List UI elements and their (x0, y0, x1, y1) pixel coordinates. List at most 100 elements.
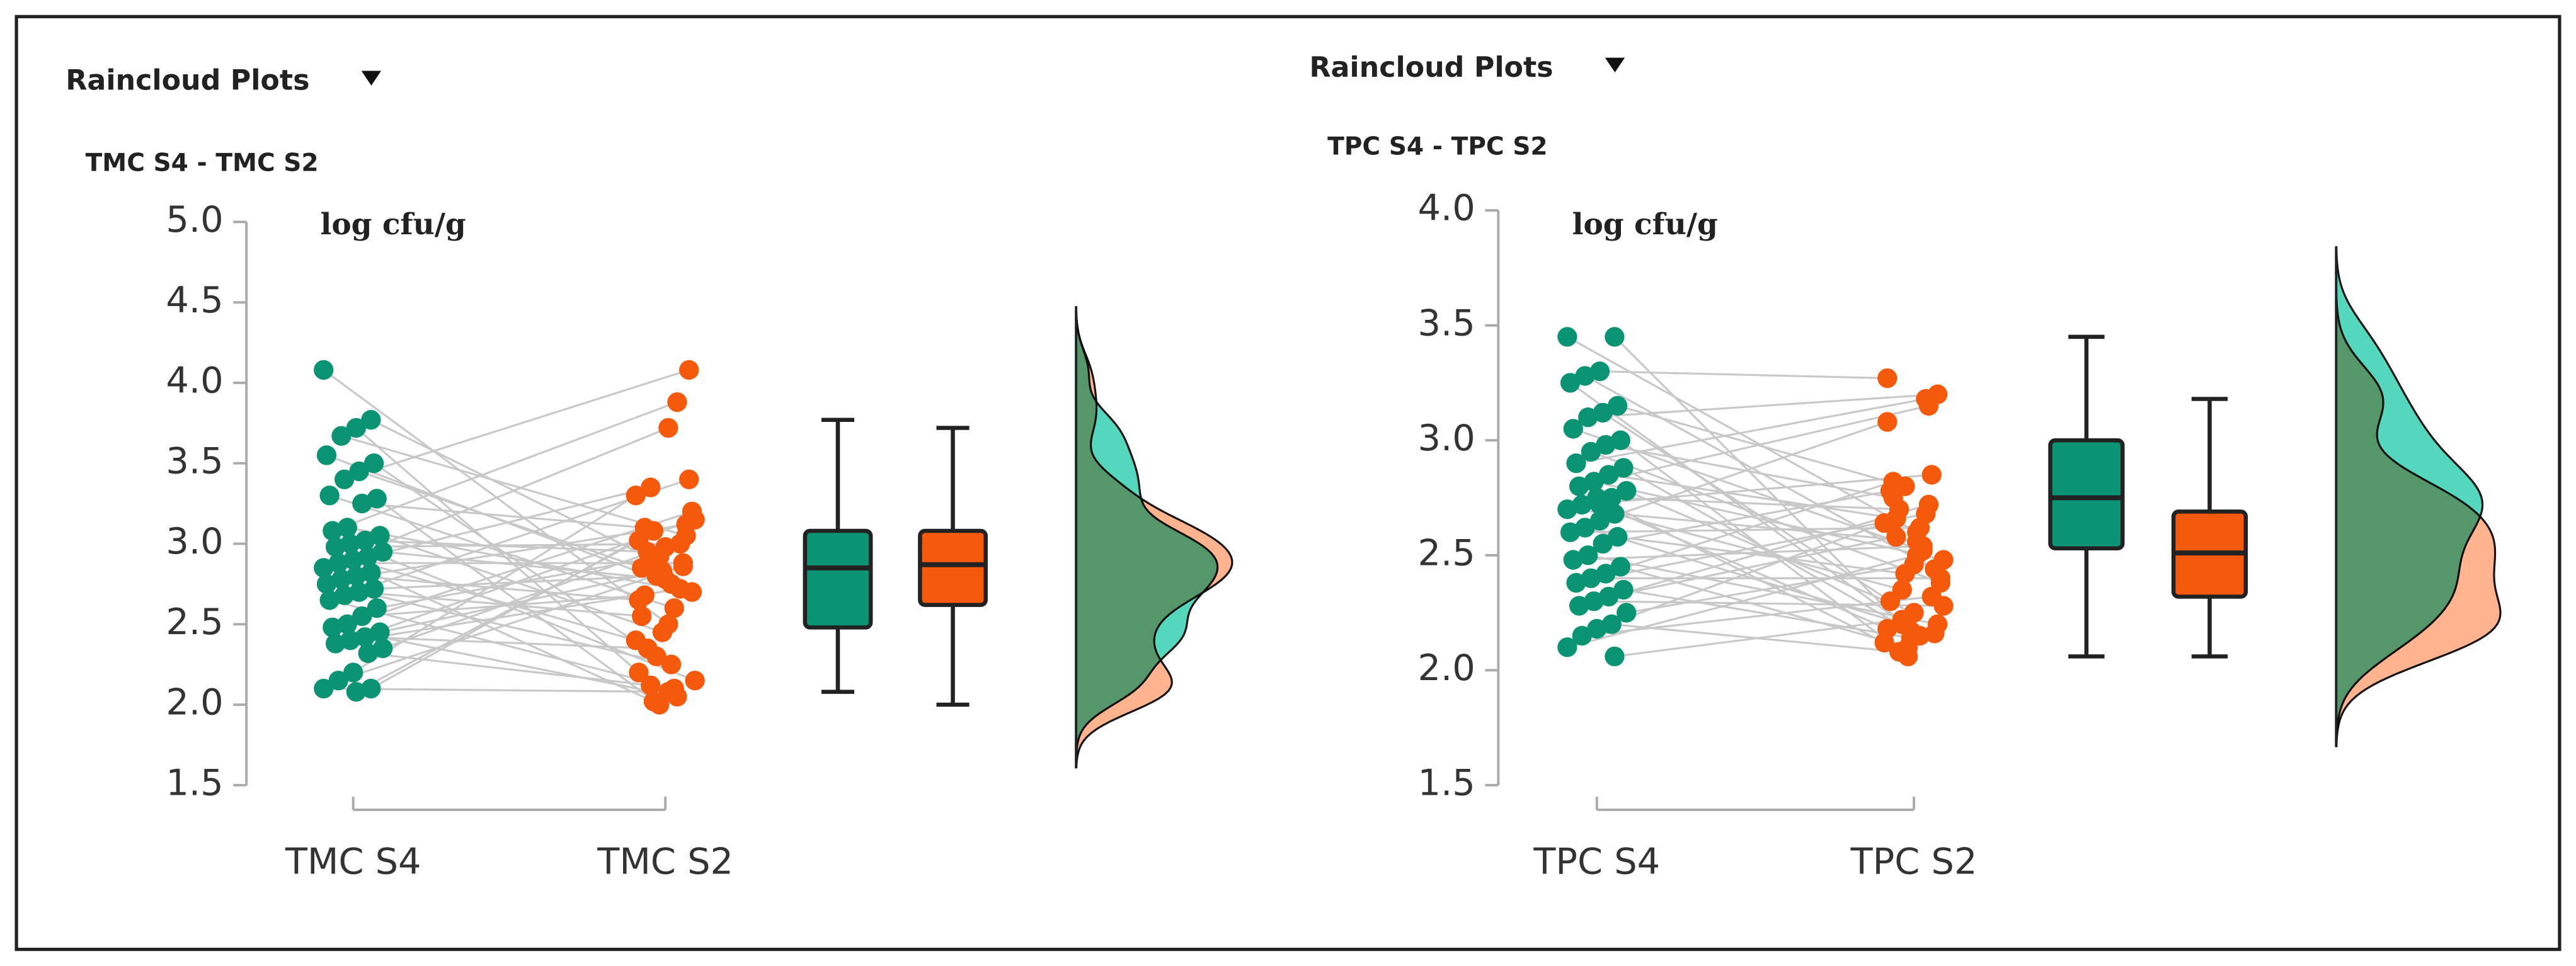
data-point (370, 622, 390, 642)
data-point (358, 547, 378, 567)
data-point (1889, 642, 1909, 662)
data-point (364, 579, 384, 599)
data-point (661, 654, 682, 674)
box (2048, 438, 2125, 551)
data-point (325, 634, 346, 654)
data-point (1578, 407, 1598, 428)
pair-line (355, 539, 639, 693)
pair-line (1605, 480, 1894, 575)
box (918, 528, 988, 607)
chart-subtitle: TMC S4 - TMC S2 (86, 149, 319, 178)
data-point (1584, 591, 1604, 611)
data-point (1907, 545, 1927, 565)
pair-line (1599, 503, 1888, 630)
data-point (1589, 494, 1610, 515)
pair-line (1626, 563, 1915, 614)
data-point (328, 553, 348, 573)
y-tick-label: 3.5 (166, 440, 223, 482)
data-point (1883, 472, 1903, 492)
pair-line (338, 565, 684, 682)
chart-title: Raincloud Plots (1309, 52, 1553, 84)
data-point (1610, 430, 1630, 450)
data-point (626, 486, 646, 506)
data-point (337, 518, 357, 538)
data-point (314, 360, 334, 380)
chart: Raincloud Plots TMC S4 - TMC S2 log cfu/… (66, 65, 1234, 883)
data-point (334, 469, 355, 489)
data-point (1557, 327, 1577, 347)
pair-line (341, 523, 687, 581)
data-point (641, 675, 661, 696)
data-point (643, 521, 664, 541)
data-point (372, 542, 393, 562)
data-point (679, 360, 699, 380)
pair-line (365, 636, 648, 650)
pair-line (382, 546, 666, 650)
dropdown-icon[interactable] (361, 71, 382, 86)
data-point (1605, 504, 1625, 524)
pair-line (1567, 508, 1917, 543)
dropdown-icon[interactable] (1605, 57, 1625, 73)
data-point (352, 493, 372, 514)
data-point (346, 565, 367, 586)
density (1075, 306, 1234, 769)
y-tick-label: 1.5 (166, 761, 223, 804)
pair-line (1573, 545, 1923, 561)
pair-line (326, 582, 672, 666)
pair-line (1617, 404, 1906, 487)
data-point (1601, 614, 1622, 634)
data-point (1610, 557, 1630, 577)
data-point (1607, 395, 1628, 416)
data-point (655, 537, 675, 557)
y-axis-label: log cfu/g (321, 207, 466, 242)
pair-line (1584, 526, 1935, 635)
data-point (629, 662, 649, 683)
data-point (1557, 499, 1577, 520)
data-point (631, 606, 652, 627)
data-point (355, 530, 375, 551)
data-point (314, 558, 334, 578)
data-point (343, 662, 364, 683)
data-point (1607, 526, 1628, 547)
pair-line (1579, 503, 1929, 607)
data-point (370, 526, 390, 546)
data-point (638, 638, 658, 659)
data-point (1566, 572, 1586, 593)
data-point (670, 533, 690, 554)
data-point (1584, 472, 1604, 492)
data-point (358, 643, 378, 663)
pair-line (1605, 443, 1894, 499)
data-point (1930, 568, 1950, 588)
data-point (1596, 435, 1616, 455)
pair-line (362, 503, 645, 529)
pair-line (1623, 588, 1911, 639)
data-point (361, 678, 381, 699)
pair-line (358, 591, 642, 618)
data-point (1892, 610, 1912, 630)
data-point (349, 461, 369, 482)
data-point (1563, 419, 1583, 439)
data-point (685, 509, 705, 530)
y-tick-label: 3.0 (1418, 417, 1475, 459)
data-point (340, 533, 360, 554)
data-point (1892, 579, 1912, 600)
data-point (323, 521, 343, 541)
data-point (1877, 412, 1898, 432)
box (803, 528, 873, 630)
data-point (1874, 513, 1894, 533)
data-point (328, 671, 348, 691)
data-point (670, 579, 690, 599)
pair-line (379, 535, 663, 634)
data-point (323, 617, 343, 638)
data-point (1617, 480, 1637, 501)
data-point (1921, 465, 1942, 485)
y-tick-label: 2.5 (166, 601, 223, 643)
pair-line (1579, 404, 1929, 487)
y-tick-label: 2.5 (1418, 531, 1475, 574)
pair-line (344, 368, 690, 480)
pair-line (1576, 513, 1926, 584)
data-point (658, 681, 678, 702)
data-point (1575, 366, 1595, 386)
data-point (1572, 625, 1592, 646)
